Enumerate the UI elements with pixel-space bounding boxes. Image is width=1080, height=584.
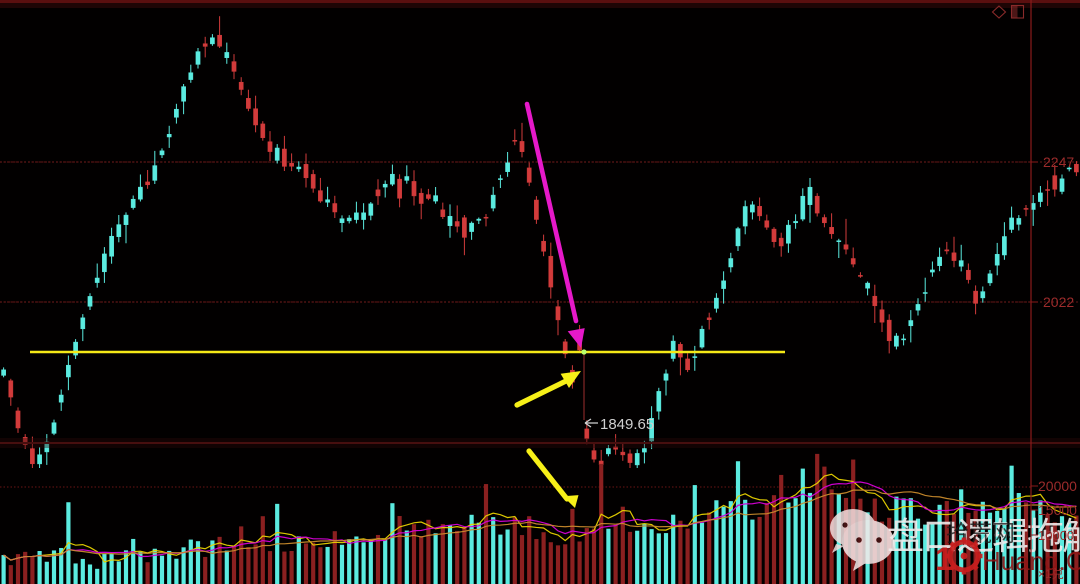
- svg-text:15000: 15000: [1038, 502, 1077, 518]
- svg-text:×1兑: ×1兑: [1038, 567, 1064, 581]
- svg-text:2022: 2022: [1043, 294, 1074, 310]
- svg-text:10000: 10000: [1038, 528, 1074, 543]
- svg-text:1849.65: 1849.65: [600, 416, 654, 433]
- svg-text:2247: 2247: [1043, 154, 1074, 170]
- svg-text:20000: 20000: [1038, 478, 1077, 494]
